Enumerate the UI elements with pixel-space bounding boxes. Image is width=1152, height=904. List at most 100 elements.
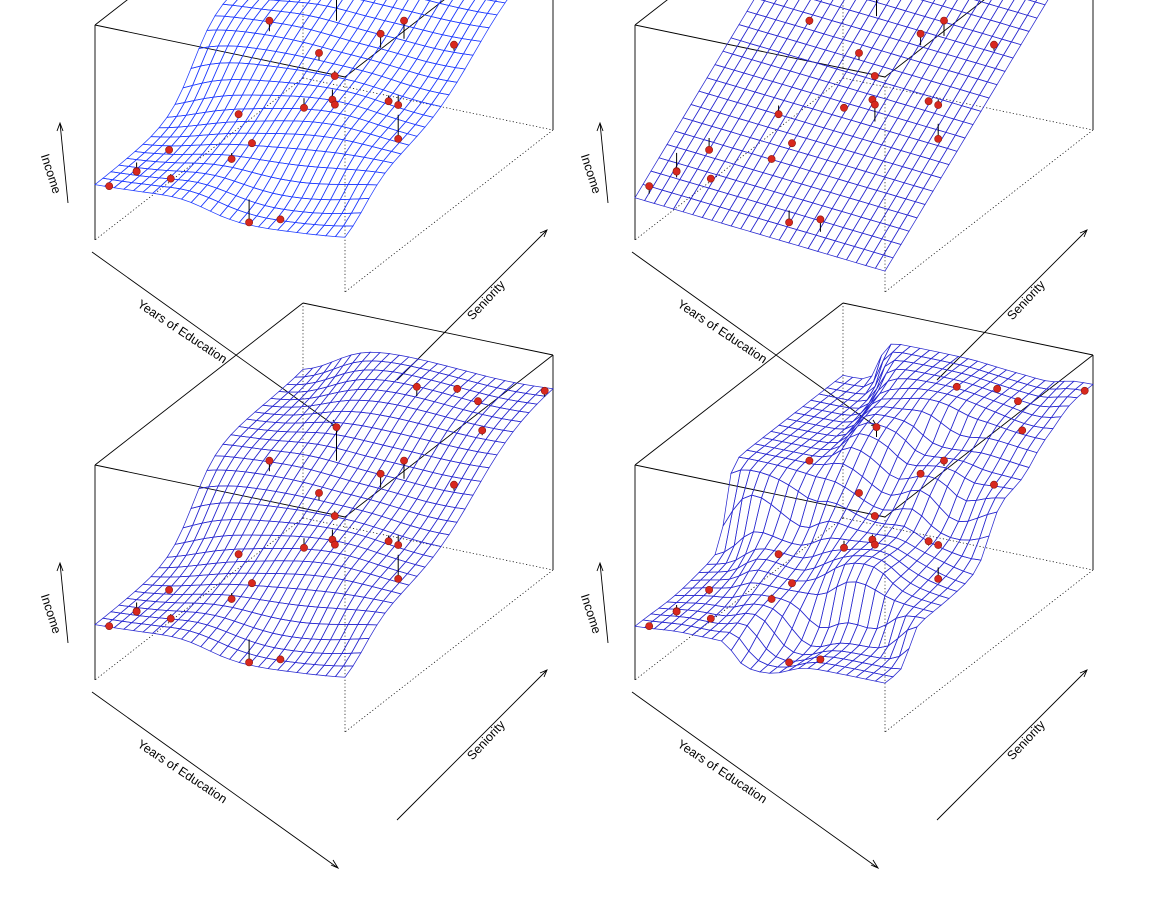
surface-facet xyxy=(778,467,798,486)
surface-facet xyxy=(882,147,902,165)
surface-facet xyxy=(361,412,381,429)
surface-facet xyxy=(274,414,295,424)
surface-facet xyxy=(744,603,764,615)
surface-facet xyxy=(161,136,181,147)
surface-facet xyxy=(293,197,312,213)
surface-facet xyxy=(207,469,227,488)
surface-facet xyxy=(419,425,439,442)
surface-facet xyxy=(332,51,352,67)
box-edge xyxy=(884,569,1094,733)
surface-facet xyxy=(909,475,929,492)
surface-facet xyxy=(437,65,457,82)
surface-facet xyxy=(321,199,341,214)
surface-facet xyxy=(462,479,482,496)
panel-bottom-right: Years of Education Seniority Income xyxy=(578,302,1094,869)
surface-facet xyxy=(421,0,440,17)
surface-facet xyxy=(422,16,442,33)
surface-facet xyxy=(142,576,162,586)
data-point xyxy=(672,607,681,616)
surface-facet xyxy=(828,581,848,629)
surface-mesh xyxy=(94,0,508,238)
surface-facet xyxy=(282,406,303,416)
surface-facet xyxy=(323,653,343,667)
surface-facet xyxy=(132,183,152,193)
education-axis-label: Years of Education xyxy=(135,297,230,366)
surface-facet xyxy=(818,500,838,525)
data-point xyxy=(450,40,458,49)
data-point xyxy=(300,103,308,112)
surface-facet xyxy=(272,178,292,196)
data-point xyxy=(940,456,948,465)
surface-facet xyxy=(331,113,351,127)
surface-facet xyxy=(398,406,418,422)
surface-facet xyxy=(876,0,890,6)
box-edge xyxy=(634,24,886,78)
surface-facet xyxy=(941,537,961,554)
surface-facet xyxy=(778,226,798,244)
surface-facet xyxy=(206,455,226,471)
surface-facet xyxy=(289,164,309,183)
surface-facet xyxy=(281,398,301,408)
surface-facet xyxy=(741,469,761,500)
surface-facet xyxy=(430,442,450,460)
surface-facet xyxy=(284,414,305,424)
surface-facet xyxy=(366,379,386,391)
surface-facet xyxy=(260,0,280,11)
surface-facet xyxy=(334,139,354,155)
surface-facet xyxy=(154,593,175,603)
hidden-edge xyxy=(842,77,1094,131)
surface-facet xyxy=(336,435,356,452)
surface-facet xyxy=(429,78,449,94)
seniority-axis-arrow xyxy=(936,229,1088,381)
data-point xyxy=(706,614,715,623)
surface-facet xyxy=(219,572,239,585)
surface-facet xyxy=(682,198,702,216)
surface-facet xyxy=(280,522,300,537)
surface-facet xyxy=(283,108,303,122)
data-point xyxy=(840,543,848,552)
data-point xyxy=(924,537,933,546)
surface-facet xyxy=(1045,380,1066,390)
bounding-box xyxy=(634,0,1094,293)
surface-facet xyxy=(134,143,154,153)
surface-facet xyxy=(831,6,851,24)
surface-facet xyxy=(340,399,360,412)
surface-facet xyxy=(941,0,958,10)
surface-facet xyxy=(938,147,958,166)
surface-facet xyxy=(753,497,772,533)
surface-facet xyxy=(686,602,707,612)
surface-facet xyxy=(260,80,280,96)
surface-facet xyxy=(898,554,918,570)
data-point xyxy=(394,541,403,549)
surface-facet xyxy=(209,485,229,505)
surface-facet xyxy=(797,661,818,669)
surface-facet xyxy=(690,571,710,581)
surface-facet xyxy=(151,576,172,586)
surface-facet xyxy=(222,79,242,97)
surface-facet xyxy=(332,410,352,424)
data-point xyxy=(245,218,253,227)
surface-facet xyxy=(350,637,370,654)
income-axis-label: Income xyxy=(38,592,64,635)
data-point xyxy=(767,155,776,163)
surface-facet xyxy=(345,155,365,171)
surface-facet xyxy=(289,441,309,455)
surface-facet xyxy=(291,621,311,639)
surface-facet xyxy=(281,12,301,26)
surface-facet xyxy=(861,31,881,49)
surface-facet xyxy=(283,25,303,41)
surface-facet xyxy=(261,160,280,178)
surface-facet xyxy=(259,505,279,522)
surface-facet xyxy=(249,145,269,161)
surface-facet xyxy=(220,62,240,81)
surface-facet xyxy=(366,611,386,626)
surface-facet xyxy=(262,616,282,634)
surface-facet xyxy=(249,585,269,601)
surface-facet xyxy=(791,609,811,641)
surface-facet xyxy=(858,627,878,648)
surface-facet xyxy=(236,471,256,488)
surface-facet xyxy=(228,132,248,145)
surface-facet xyxy=(925,112,945,130)
surface-facet xyxy=(943,102,963,120)
surface-facet xyxy=(296,134,316,150)
